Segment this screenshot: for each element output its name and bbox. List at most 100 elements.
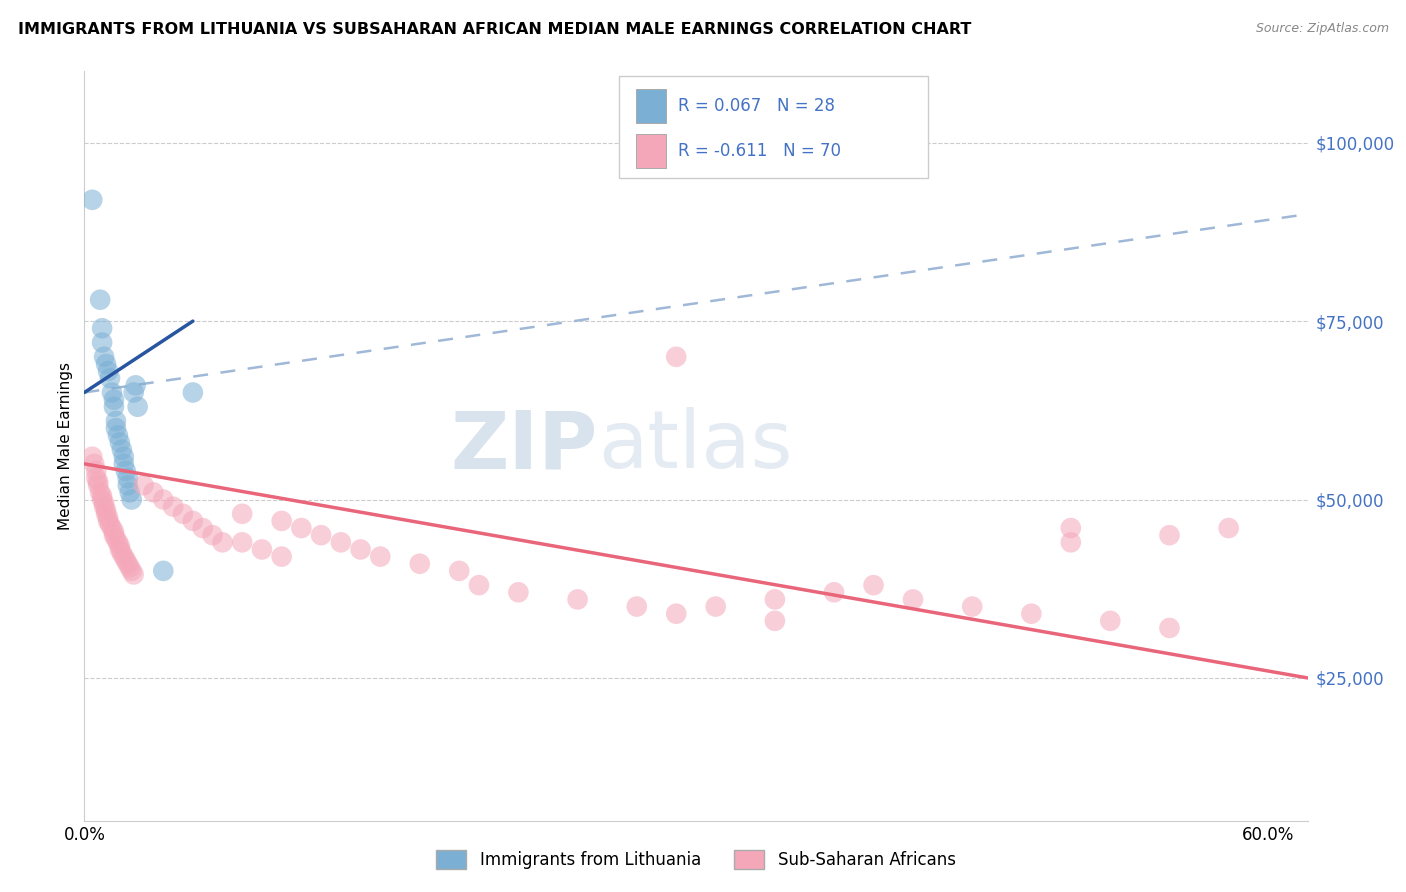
Point: [201, 528, 224, 542]
Point: [763, 614, 786, 628]
Text: IMMIGRANTS FROM LITHUANIA VS SUBSAHARAN AFRICAN MEDIAN MALE EARNINGS CORRELATION: IMMIGRANTS FROM LITHUANIA VS SUBSAHARAN …: [18, 22, 972, 37]
Point: [111, 546, 134, 560]
Point: [763, 592, 786, 607]
Point: [82, 193, 104, 207]
Point: [1060, 521, 1083, 535]
Point: [1099, 614, 1122, 628]
Point: [103, 524, 125, 539]
Point: [290, 521, 312, 535]
Point: [124, 378, 146, 392]
Point: [108, 542, 131, 557]
Point: [1021, 607, 1043, 621]
Text: atlas: atlas: [598, 407, 793, 485]
Point: [101, 385, 124, 400]
Point: [87, 478, 110, 492]
Point: [94, 507, 117, 521]
Point: [97, 510, 120, 524]
Point: [132, 478, 155, 492]
Point: [231, 507, 253, 521]
Point: [84, 464, 107, 478]
Point: [114, 553, 136, 567]
Point: [211, 535, 233, 549]
Point: [231, 535, 253, 549]
Point: [117, 557, 139, 571]
Point: [93, 496, 115, 510]
Point: [1159, 621, 1181, 635]
Point: [91, 489, 114, 503]
Point: [191, 521, 214, 535]
Point: [101, 521, 124, 535]
Point: [329, 535, 352, 549]
Point: [117, 478, 139, 492]
Point: [665, 350, 688, 364]
Point: [181, 385, 204, 400]
Point: [89, 293, 111, 307]
Point: [104, 532, 127, 546]
Point: [270, 549, 292, 564]
Point: [409, 557, 432, 571]
Point: [142, 485, 165, 500]
Point: [181, 514, 204, 528]
Point: [108, 435, 131, 450]
Y-axis label: Median Male Earnings: Median Male Earnings: [58, 362, 73, 530]
Point: [162, 500, 184, 514]
Text: R = -0.611   N = 70: R = -0.611 N = 70: [678, 142, 841, 160]
Text: ZIP: ZIP: [451, 407, 598, 485]
Point: [91, 492, 114, 507]
Point: [250, 542, 273, 557]
Point: [94, 503, 117, 517]
Point: [103, 392, 125, 407]
Text: Source: ZipAtlas.com: Source: ZipAtlas.com: [1256, 22, 1389, 36]
Point: [98, 517, 121, 532]
Text: R = 0.067   N = 28: R = 0.067 N = 28: [678, 97, 835, 115]
Point: [104, 414, 127, 428]
Point: [94, 357, 117, 371]
Point: [449, 564, 471, 578]
Point: [960, 599, 983, 614]
Point: [103, 528, 125, 542]
Point: [108, 539, 131, 553]
Point: [626, 599, 648, 614]
Point: [1159, 528, 1181, 542]
Point: [901, 592, 924, 607]
Point: [112, 450, 135, 464]
Point: [118, 560, 141, 574]
Point: [111, 442, 134, 457]
Point: [104, 421, 127, 435]
Point: [112, 549, 135, 564]
Point: [1060, 535, 1083, 549]
Point: [152, 492, 174, 507]
Point: [122, 385, 145, 400]
Point: [152, 564, 174, 578]
Point: [112, 457, 135, 471]
Point: [309, 528, 332, 542]
Point: [89, 485, 111, 500]
Point: [121, 492, 143, 507]
Point: [862, 578, 884, 592]
Point: [91, 321, 114, 335]
Point: [823, 585, 845, 599]
Point: [368, 549, 391, 564]
Point: [172, 507, 194, 521]
Point: [103, 400, 125, 414]
Point: [93, 500, 115, 514]
Point: [468, 578, 491, 592]
Point: [93, 350, 115, 364]
Point: [91, 335, 114, 350]
Point: [122, 567, 145, 582]
Legend: Immigrants from Lithuania, Sub-Saharan Africans: Immigrants from Lithuania, Sub-Saharan A…: [430, 844, 962, 876]
Point: [87, 475, 110, 489]
Point: [349, 542, 371, 557]
Point: [704, 599, 727, 614]
Point: [567, 592, 589, 607]
Point: [97, 514, 120, 528]
Point: [270, 514, 292, 528]
Point: [508, 585, 530, 599]
Point: [98, 371, 121, 385]
Point: [121, 564, 143, 578]
Point: [118, 485, 141, 500]
Point: [97, 364, 120, 378]
Point: [82, 450, 104, 464]
Point: [107, 428, 129, 442]
Point: [83, 457, 105, 471]
